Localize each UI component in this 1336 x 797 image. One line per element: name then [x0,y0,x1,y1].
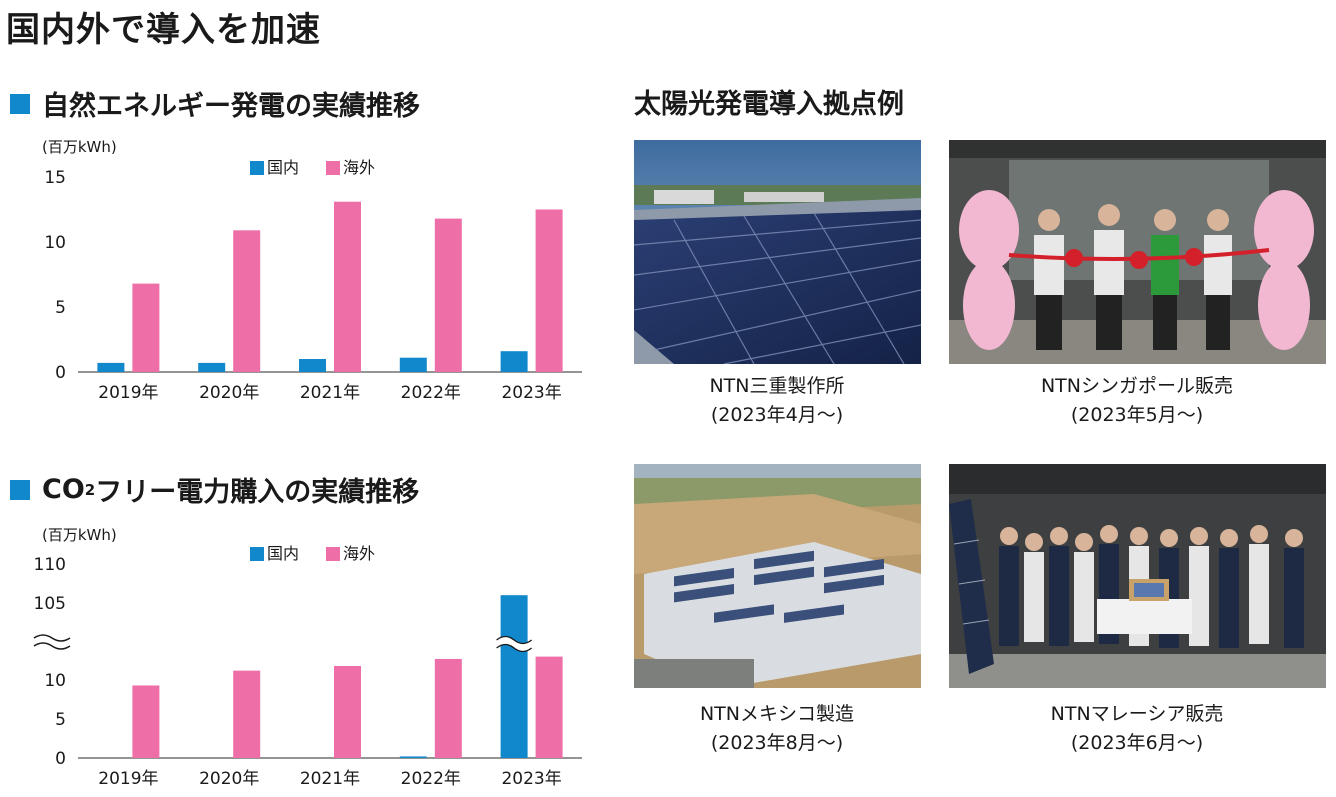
axis-break-icon [33,634,71,650]
x-tick-label: 2021年 [300,769,360,789]
renewable-bar-chart: (百万kWh) 国内 海外 0 5 10 15 2019年 2020年 2021年 2022年 202… [42,138,582,403]
unit-label: (百万kWh) [42,138,117,156]
bar-domestic-2019年 [97,362,125,372]
photo-malaysia-sales [949,464,1326,688]
bar-domestic-2022年 [399,756,427,758]
legend-swatch-overseas [326,547,340,561]
bar-domestic-2020年 [198,362,226,372]
x-tick-label: 2019年 [98,383,158,403]
renewable-section-title: 自然エネルギー発電の実績推移 [10,84,420,123]
x-tick-label: 2023年 [501,769,561,789]
bar-domestic-2022年 [399,357,427,372]
x-tick-label: 2022年 [401,769,461,789]
bar-break-icon [496,636,532,652]
y-tick-label: 5 [55,710,66,730]
caption-period: (2023年4月〜) [710,404,844,426]
caption-malaysia-sales: NTNマレーシア販売 (2023年6月〜) [987,700,1287,758]
photo-singapore-sales [949,140,1326,364]
legend-label-domestic: 国内 [267,544,299,563]
page-title: 国内外で導入を加速 [6,10,321,50]
photos-section-title: 太陽光発電導入拠点例 [634,89,904,120]
co2-title-post: フリー電力購入の実績推移 [95,477,420,508]
x-tick-label: 2019年 [98,769,158,789]
bar-domestic-2023年 [500,595,528,758]
bar-overseas-2023年 [535,209,563,372]
section-square-icon [10,479,30,500]
caption-name: NTN三重製作所 [709,375,845,397]
photo-mexico-manufacturing [634,464,921,688]
legend-label-overseas: 海外 [343,544,375,563]
bar-overseas-2019年 [132,685,160,758]
bar-overseas-2020年 [233,670,261,758]
caption-name: NTNシンガポール販売 [1040,375,1234,397]
x-tick-label: 2021年 [300,383,360,403]
y-tick-label: 105 [34,594,66,614]
caption-period: (2023年6月〜) [1070,732,1204,754]
legend-label-overseas: 海外 [343,158,375,177]
y-tick-label: 15 [44,168,66,188]
y-tick-label: 5 [55,298,66,318]
bar-overseas-2023年 [535,656,563,758]
caption-mexico-manufacturing: NTNメキシコ製造 (2023年8月〜) [627,700,927,758]
y-tick-label: 0 [55,749,66,769]
bar-domestic-2023年 [500,351,528,372]
co2-title-pre: CO [42,474,85,505]
x-tick-label: 2020年 [199,769,259,789]
co2-free-bar-chart: (百万kWh) 国内 海外 0 5 10 105 110 2019年 2020年 2021年 2022… [33,526,582,789]
co2-title-sub: 2 [84,480,96,499]
bar-domestic-2021年 [299,359,326,372]
photo-mie-works [634,140,921,364]
unit-label: (百万kWh) [42,526,117,544]
bar-overseas-2022年 [434,658,462,758]
bar-overseas-2021年 [334,665,361,758]
x-tick-label: 2023年 [501,383,561,403]
legend-swatch-overseas [326,161,340,175]
y-tick-label: 0 [55,363,66,383]
renewable-title-text: 自然エネルギー発電の実績推移 [42,91,420,122]
legend-swatch-domestic [250,161,264,175]
caption-period: (2023年8月〜) [710,732,844,754]
caption-singapore-sales: NTNシンガポール販売 (2023年5月〜) [987,372,1287,430]
bar-overseas-2020年 [233,230,261,372]
caption-period: (2023年5月〜) [1070,404,1204,426]
caption-name: NTNマレーシア販売 [1050,703,1224,725]
bar-overseas-2021年 [334,201,361,372]
legend-label-domestic: 国内 [267,158,299,177]
co2-free-section-title: CO 2 フリー電力購入の実績推移 [10,470,419,509]
bar-break-line [496,635,533,645]
caption-name: NTNメキシコ製造 [699,703,855,725]
y-tick-label: 10 [44,233,66,253]
x-tick-label: 2020年 [199,383,259,403]
legend-swatch-domestic [250,547,264,561]
section-square-icon [10,93,30,114]
caption-mie-works: NTN三重製作所 (2023年4月〜) [627,372,927,430]
bar-overseas-2019年 [132,283,160,372]
bar-break-line [496,643,533,653]
x-tick-label: 2022年 [401,383,461,403]
y-tick-label: 110 [34,555,66,575]
bar-overseas-2022年 [434,218,462,372]
y-tick-label: 10 [44,671,66,691]
